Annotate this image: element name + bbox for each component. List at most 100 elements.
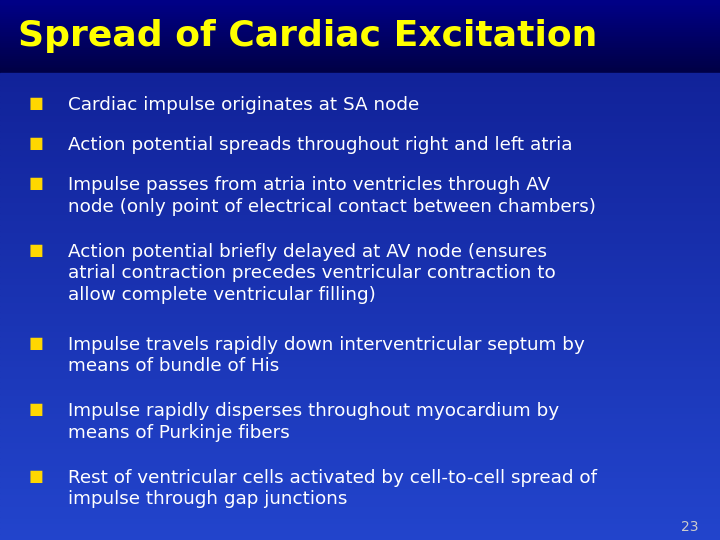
Bar [0,347,720,353]
Bar [0,534,720,540]
Bar [0,131,720,137]
Bar [0,219,720,225]
Bar [0,160,720,166]
Bar [0,499,720,505]
Bar [0,353,720,359]
Bar [0,64,720,65]
Bar [0,195,720,201]
Bar [0,411,720,417]
Bar [0,295,720,301]
Bar [0,9,720,11]
Bar [0,42,720,44]
Bar [0,79,720,85]
Bar [0,254,720,260]
Bar [0,231,720,237]
Bar [0,15,720,16]
Bar [0,44,720,45]
Text: Impulse passes from atria into ventricles through AV
node (only point of electri: Impulse passes from atria into ventricle… [68,176,596,215]
Bar [0,62,720,64]
Text: ■: ■ [29,469,43,484]
Bar [0,143,720,149]
Bar [0,53,720,55]
Bar [0,154,720,160]
Bar [0,435,720,441]
Bar [0,260,720,266]
Bar [0,4,720,5]
Bar [0,48,720,49]
Bar [0,505,720,511]
Text: Impulse travels rapidly down interventricular septum by
means of bundle of His: Impulse travels rapidly down interventri… [68,336,585,375]
Bar [0,225,720,231]
Bar [0,25,720,28]
Bar [0,400,720,406]
Text: ■: ■ [29,96,43,111]
Bar [0,464,720,470]
Text: ■: ■ [29,402,43,417]
Text: ■: ■ [29,336,43,351]
Bar [0,45,720,48]
Bar [0,441,720,447]
Bar [0,341,720,347]
Bar [0,213,720,219]
Bar [0,120,720,125]
Bar [0,58,720,60]
Text: ■: ■ [29,242,43,258]
Bar [0,149,720,154]
Bar [0,190,720,195]
Bar [0,102,720,108]
Bar [0,336,720,341]
Bar [0,494,720,499]
Bar [0,65,720,68]
Bar [0,13,720,15]
Bar [0,511,720,517]
Bar [0,71,720,73]
Bar [0,85,720,90]
Bar [0,330,720,336]
Bar [0,114,720,120]
Bar [0,69,720,71]
Bar [0,172,720,178]
Bar [0,528,720,534]
Bar [0,306,720,312]
Bar [0,55,720,57]
Bar [0,178,720,184]
Bar [0,388,720,394]
Bar [0,73,720,79]
Bar [0,125,720,131]
Bar [0,272,720,277]
Bar [0,22,720,24]
Bar [0,38,720,40]
Bar [0,37,720,38]
Bar [0,248,720,254]
Bar [0,523,720,528]
Bar [0,57,720,58]
Bar [0,33,720,35]
Text: Impulse rapidly disperses throughout myocardium by
means of Purkinje fibers: Impulse rapidly disperses throughout myo… [68,402,559,442]
Bar [0,476,720,482]
Bar [0,458,720,464]
Text: Spread of Cardiac Excitation: Spread of Cardiac Excitation [18,19,598,53]
Bar [0,488,720,494]
Bar [0,90,720,96]
Bar [0,517,720,523]
Bar [0,447,720,453]
Bar [0,394,720,400]
Text: ■: ■ [29,136,43,151]
Bar [0,470,720,476]
Text: Rest of ventricular cells activated by cell-to-cell spread of
impulse through ga: Rest of ventricular cells activated by c… [68,469,598,508]
Bar [0,40,720,42]
Bar [0,289,720,295]
Bar [0,382,720,388]
Bar [0,365,720,370]
Bar [0,18,720,20]
Bar [0,28,720,29]
Bar [0,20,720,22]
Bar [0,318,720,324]
Bar [0,5,720,7]
Text: Action potential spreads throughout right and left atria: Action potential spreads throughout righ… [68,136,573,154]
Bar [0,324,720,330]
Bar [0,7,720,9]
Bar [0,429,720,435]
Bar [0,482,720,488]
Bar [0,35,720,36]
